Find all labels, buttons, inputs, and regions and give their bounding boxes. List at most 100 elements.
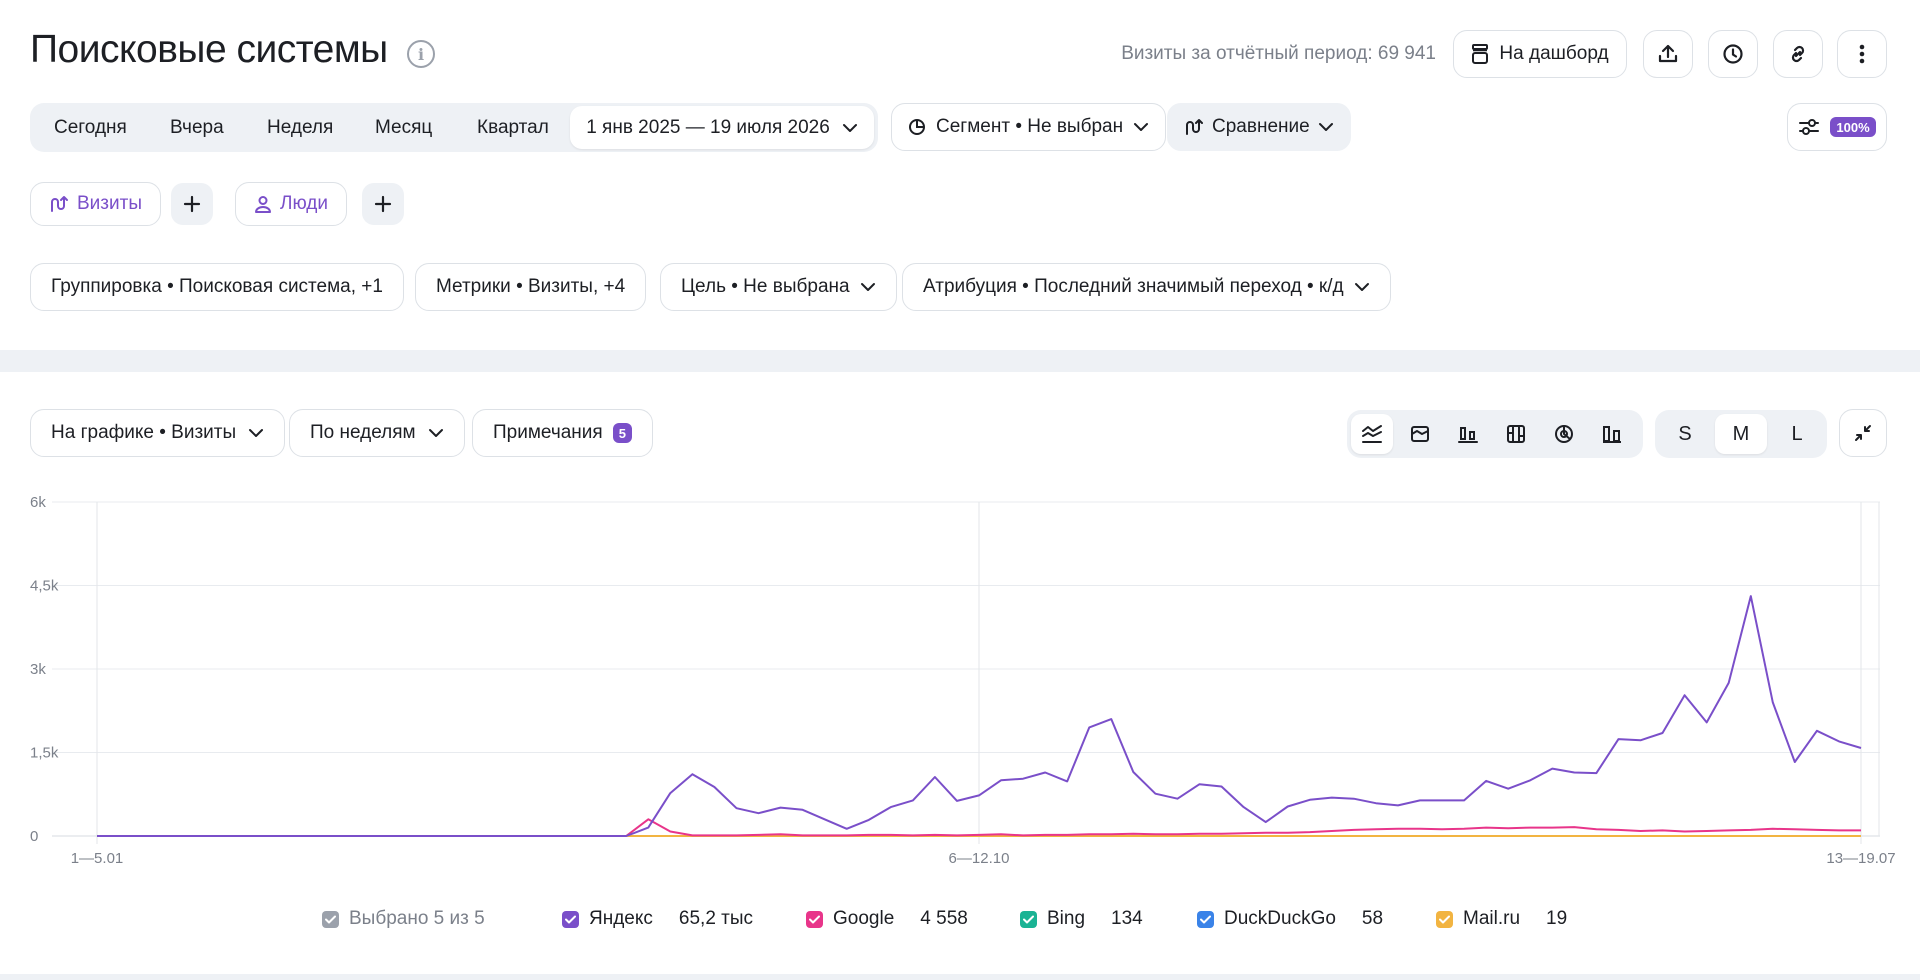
legend-item-bing[interactable]: Bing 134 bbox=[1020, 908, 1143, 930]
chart-type-bar[interactable] bbox=[1447, 414, 1489, 454]
more-menu-button[interactable] bbox=[1837, 30, 1887, 78]
grouping-dropdown[interactable]: Группировка • Поисковая система, +1 bbox=[30, 263, 404, 311]
legend-name: Bing bbox=[1047, 908, 1086, 929]
size-m[interactable]: M bbox=[1715, 414, 1767, 454]
clock-icon bbox=[1723, 44, 1743, 64]
x-tick-label: 6—12.10 bbox=[949, 850, 1010, 867]
history-button[interactable] bbox=[1708, 30, 1758, 78]
legend-value: 4 558 bbox=[920, 908, 968, 929]
chevron-down-icon bbox=[860, 283, 875, 291]
chevron-down-icon bbox=[1134, 123, 1149, 131]
scale-badge: 100% bbox=[1830, 117, 1876, 137]
series-line-yandex[interactable] bbox=[97, 595, 1862, 837]
bar-chart-icon bbox=[1458, 427, 1478, 443]
checkbox-icon bbox=[562, 910, 579, 928]
detalization-label: По неделям bbox=[310, 422, 416, 443]
pie-segment-icon bbox=[909, 119, 925, 135]
chart-type-line[interactable] bbox=[1351, 414, 1393, 454]
attribution-label: Атрибуция • Последний значимый переход •… bbox=[923, 276, 1344, 297]
legend-name: Яндекс bbox=[589, 908, 653, 929]
date-range-picker[interactable]: 1 янв 2025 — 19 июля 2026 bbox=[570, 106, 874, 149]
legend-value: 65,2 тыс bbox=[678, 908, 754, 929]
chevron-down-icon bbox=[249, 429, 264, 437]
segment-dropdown[interactable]: Сегмент • Не выбран bbox=[891, 103, 1167, 151]
legend-item-google[interactable]: Google 4 558 bbox=[806, 908, 968, 930]
period-quarter[interactable]: Квартал bbox=[477, 116, 549, 138]
legend-value: 19 bbox=[1546, 908, 1568, 929]
period-today[interactable]: Сегодня bbox=[54, 116, 127, 138]
info-icon[interactable]: i bbox=[407, 40, 435, 68]
notes-count-badge: 5 bbox=[612, 423, 632, 443]
attribution-dropdown[interactable]: Атрибуция • Последний значимый переход •… bbox=[902, 263, 1391, 311]
period-selector: Сегодня Вчера Неделя Месяц Квартал 1 янв… bbox=[30, 103, 878, 152]
goal-dropdown[interactable]: Цель • Не выбрана bbox=[660, 263, 897, 311]
chart-size-switcher: S M L bbox=[1655, 410, 1827, 458]
metric-chip-visits[interactable]: Визиты bbox=[30, 182, 161, 226]
add-to-dashboard-button[interactable]: На дашборд bbox=[1453, 30, 1627, 78]
y-tick-label: 3k bbox=[30, 661, 46, 678]
period-yesterday[interactable]: Вчера bbox=[170, 116, 224, 138]
legend-item-duckduckgo[interactable]: DuckDuckGo 58 bbox=[1197, 908, 1383, 930]
metric-chip-people[interactable]: Люди bbox=[235, 182, 348, 226]
sliders-icon bbox=[1799, 119, 1820, 135]
segment-label: Сегмент • Не выбран bbox=[936, 116, 1124, 137]
period-month[interactable]: Месяц bbox=[375, 116, 433, 138]
period-week[interactable]: Неделя bbox=[267, 116, 334, 138]
legend-item-mailru[interactable]: Mail.ru 19 bbox=[1436, 908, 1567, 930]
chevron-down-icon bbox=[428, 429, 443, 437]
add-dimension-button[interactable] bbox=[362, 183, 404, 225]
person-icon bbox=[255, 196, 271, 213]
compare-dropdown[interactable]: Сравнение bbox=[1167, 103, 1351, 151]
legend-item-yandex[interactable]: Яндекс 65,2 тыс bbox=[562, 908, 753, 930]
checkbox-icon bbox=[1197, 910, 1214, 928]
upload-icon bbox=[1658, 44, 1678, 63]
checkbox-icon bbox=[806, 910, 823, 928]
pie-chart-icon bbox=[1555, 425, 1573, 443]
chevron-down-icon bbox=[842, 123, 857, 132]
page-title: Поисковые системы bbox=[30, 28, 388, 71]
export-button[interactable] bbox=[1643, 30, 1693, 78]
chart-type-pie[interactable] bbox=[1543, 414, 1585, 454]
goal-label: Цель • Не выбрана bbox=[681, 276, 850, 297]
plus-icon bbox=[374, 195, 392, 213]
x-tick-label: 1—5.01 bbox=[71, 850, 124, 867]
legend-select-all[interactable]: Выбрано 5 из 5 bbox=[322, 908, 485, 930]
settings-scale-button[interactable]: 100% bbox=[1787, 103, 1887, 151]
legend-name: Google bbox=[833, 908, 895, 929]
chart-type-stacked[interactable] bbox=[1495, 414, 1537, 454]
checkbox-icon bbox=[322, 910, 339, 928]
checkbox-icon bbox=[1020, 910, 1037, 928]
y-tick-label: 0 bbox=[30, 828, 38, 845]
chart-type-switcher bbox=[1347, 410, 1643, 458]
column-chart-icon bbox=[1603, 426, 1621, 443]
dashboard-icon bbox=[1472, 44, 1489, 64]
compare-label: Сравнение bbox=[1212, 116, 1310, 137]
chart-legend: Выбрано 5 из 5 Яндекс 65,2 тыс Google 4 … bbox=[0, 908, 1920, 934]
add-to-dashboard-label: На дашборд bbox=[1499, 43, 1609, 64]
line-chart[interactable]: 0 1,5k 3k 4,5k 6k 1—5.01 6—12.10 13—19.07 bbox=[0, 480, 1920, 880]
y-tick-label: 1,5k bbox=[30, 745, 59, 762]
add-metric-button[interactable] bbox=[171, 183, 213, 225]
grouping-label: Группировка • Поисковая система, +1 bbox=[51, 276, 383, 297]
chart-metric-dropdown[interactable]: На графике • Визиты bbox=[30, 409, 286, 457]
chevron-down-icon bbox=[1354, 283, 1369, 291]
metrics-dropdown[interactable]: Метрики • Визиты, +4 bbox=[415, 263, 647, 311]
plus-icon bbox=[183, 195, 201, 213]
legend-value: 134 bbox=[1111, 908, 1143, 929]
area-chart-icon bbox=[1411, 426, 1429, 442]
legend-name: Mail.ru bbox=[1463, 908, 1521, 929]
chart-metric-label: На графике • Визиты bbox=[51, 422, 237, 443]
chart-type-column[interactable] bbox=[1591, 414, 1633, 454]
collapse-chart-button[interactable] bbox=[1839, 409, 1887, 457]
notes-button[interactable]: Примечания 5 bbox=[472, 409, 653, 457]
detalization-dropdown[interactable]: По неделям bbox=[289, 409, 465, 457]
metrics-label: Метрики • Визиты, +4 bbox=[436, 276, 626, 297]
size-l[interactable]: L bbox=[1791, 422, 1803, 445]
compare-icon bbox=[51, 196, 68, 212]
chart-type-area[interactable] bbox=[1399, 414, 1441, 454]
bottom-separator bbox=[0, 974, 1920, 980]
legend-selected-label: Выбрано 5 из 5 bbox=[349, 908, 485, 929]
stacked-bar-icon bbox=[1507, 425, 1525, 443]
size-s[interactable]: S bbox=[1678, 422, 1692, 445]
copy-link-button[interactable] bbox=[1773, 30, 1823, 78]
